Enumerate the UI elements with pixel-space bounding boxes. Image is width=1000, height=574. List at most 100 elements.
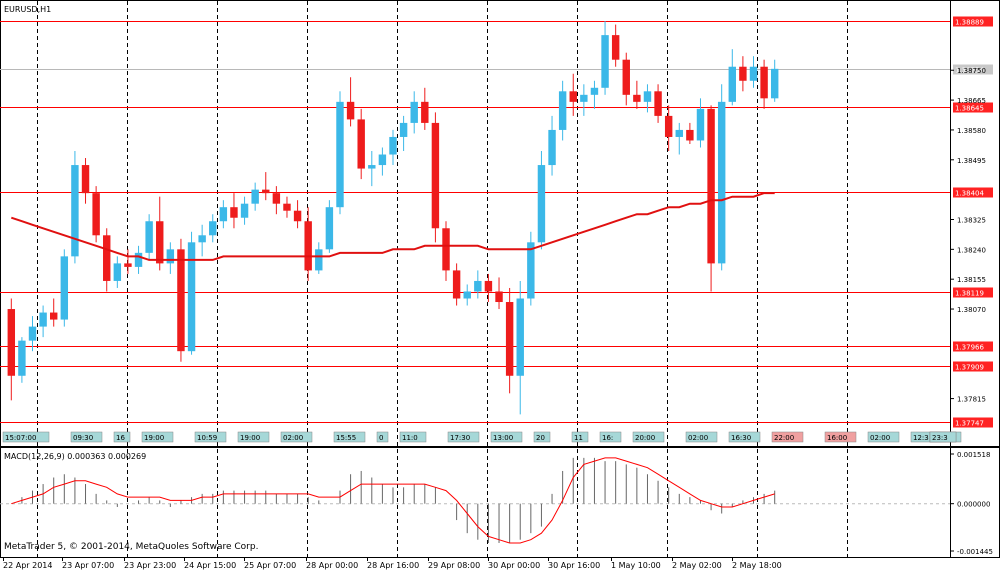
level-label: 1.37747 [955, 420, 984, 428]
bull-candle [474, 280, 482, 292]
price-tick-label: 1.38580 [957, 127, 986, 135]
time-tick-label: 22 Apr 2014 [3, 561, 52, 570]
bear-candle [484, 280, 493, 292]
bear-candle [760, 66, 768, 99]
bear-candle [283, 203, 291, 211]
event-marker-label: 0 [379, 434, 383, 442]
bull-candle [463, 291, 471, 299]
event-marker [447, 431, 480, 443]
bull-candle [527, 242, 535, 299]
event-marker-label: 16: [602, 434, 613, 442]
bear-candle [304, 221, 312, 271]
event-marker [929, 431, 957, 443]
bull-candle [717, 101, 726, 264]
event-marker [70, 431, 103, 443]
bear-candle [633, 94, 641, 102]
event-marker [824, 431, 857, 443]
event-marker [280, 431, 313, 443]
bull-candle [209, 221, 217, 236]
bear-candle [739, 66, 747, 81]
bear-candle [50, 312, 58, 320]
event-marker [376, 431, 389, 443]
time-tick-label: 28 Apr 00:00 [306, 561, 358, 570]
bull-candle [389, 136, 397, 155]
level-label: 1.37909 [955, 364, 984, 372]
event-marker [194, 431, 227, 443]
time-tick-label: 29 Apr 08:00 [428, 561, 480, 570]
event-marker-label: 15:07:00 [5, 434, 36, 442]
bear-candle [272, 193, 281, 204]
bear-candle [293, 210, 302, 222]
bull-candle [749, 66, 758, 81]
event-marker-label: 22:00 [774, 434, 794, 442]
bull-candle [71, 165, 79, 257]
bull-candle [728, 66, 736, 102]
bull-candle [166, 249, 175, 264]
level-label-box [953, 341, 993, 352]
time-tick-label: 30 Apr 00:00 [488, 561, 540, 570]
event-marker [571, 431, 589, 443]
level-label: 1.37966 [955, 344, 984, 352]
price-tick-label: 1.38070 [957, 306, 986, 314]
event-marker-label: 02:00 [688, 434, 708, 442]
event-marker-label: 16:00 [827, 434, 847, 442]
indicator-title: MACD(12,26,9) 0.000363 0.000269 [4, 452, 147, 461]
bear-candle [686, 129, 694, 141]
bear-candle [431, 122, 440, 229]
event-marker-label: 16 [116, 434, 125, 442]
bear-candle [357, 119, 365, 169]
price-tick-label: 1.38750 [957, 67, 986, 75]
bull-candle [368, 165, 376, 169]
bull-candle [198, 235, 206, 243]
time-tick-label: 2 May 02:00 [672, 561, 722, 570]
bear-candle [442, 228, 450, 271]
bull-candle [134, 252, 143, 267]
price-tick-label: 1.38495 [957, 157, 986, 165]
event-marker-label: 19:00 [240, 434, 260, 442]
bull-candle [28, 326, 37, 341]
bull-candle [240, 203, 249, 218]
event-marker [533, 431, 551, 443]
bear-candle [495, 291, 503, 303]
bull-candle [516, 298, 524, 376]
price-tick-label: 1.38325 [957, 216, 986, 224]
bull-candle [325, 207, 334, 250]
event-marker [2, 431, 50, 443]
bear-candle [421, 101, 429, 123]
bull-candle [643, 91, 652, 102]
level-label: 1.38404 [955, 190, 984, 198]
event-marker-label: 23:3 [932, 434, 948, 442]
event-marker-label: 20 [536, 434, 545, 442]
bull-candle [315, 249, 323, 271]
event-marker [333, 431, 366, 443]
main-chart-panel [0, 0, 1000, 447]
event-marker [685, 431, 718, 443]
bull-candle [410, 101, 418, 123]
bull-candle [399, 122, 408, 137]
event-marker-label: 16:30 [731, 434, 751, 442]
event-marker-label: 10:59 [197, 434, 217, 442]
bear-candle [346, 101, 355, 120]
current-price-box [953, 64, 993, 75]
level-label-box [953, 102, 993, 113]
macd-panel [0, 447, 1000, 558]
bull-candle [336, 101, 344, 208]
level-label-box [953, 16, 993, 27]
event-marker-label: 11 [574, 434, 583, 442]
event-marker [113, 431, 131, 443]
event-marker [490, 431, 523, 443]
event-marker-label: 17:30 [450, 434, 470, 442]
bull-candle [590, 87, 599, 95]
bull-candle [187, 242, 196, 352]
bear-candle [505, 302, 514, 376]
bear-candle [622, 59, 630, 95]
bull-candle [251, 189, 259, 204]
event-marker-label: 09:30 [73, 434, 93, 442]
price-tick-label: 1.38240 [957, 246, 986, 254]
price-tick-label: 1.37815 [957, 396, 986, 404]
macd-tick-label: 0.001518 [957, 451, 990, 459]
event-marker [141, 431, 174, 443]
bear-candle [156, 221, 164, 264]
